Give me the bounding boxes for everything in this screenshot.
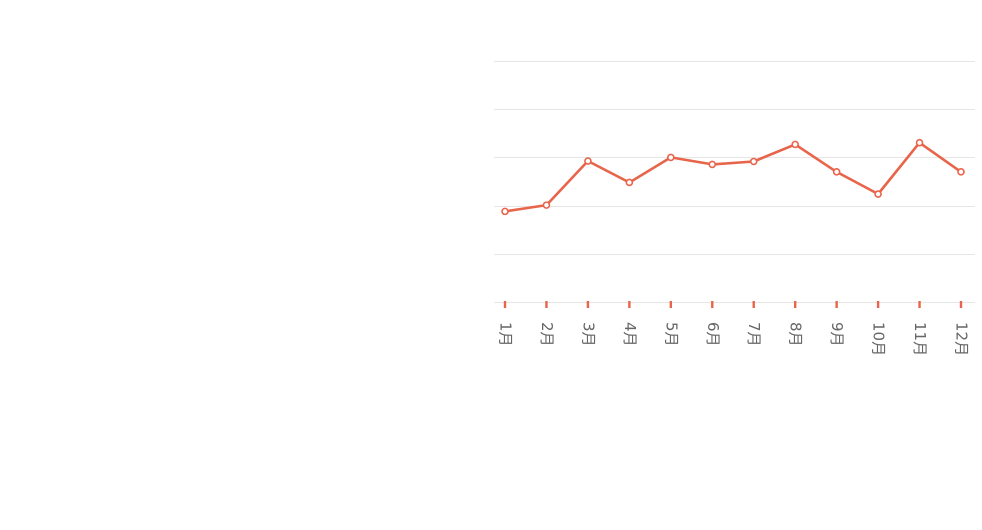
x-tick-label-7: 7月 [745, 322, 763, 347]
x-tick-label-11: 11月 [911, 322, 929, 356]
data-point-11月 [915, 138, 924, 147]
data-point-8月 [791, 140, 799, 149]
data-point-6月 [708, 160, 717, 169]
data-point-12月 [957, 168, 965, 176]
x-tick-label-12: 12月 [953, 322, 971, 356]
x-tick-label-6: 6月 [704, 322, 722, 347]
data-point-3月 [584, 157, 592, 165]
x-tick-label-3: 3月 [579, 322, 597, 347]
data-point-7月 [749, 157, 758, 166]
x-tick-label-1: 1月 [497, 322, 515, 347]
data-point-4月 [625, 178, 634, 187]
data-point-10月 [874, 190, 882, 198]
x-axis-ticks [503, 301, 963, 308]
x-tick-label-5: 5月 [662, 322, 680, 347]
gridlines [494, 61, 975, 303]
data-point-1月 [501, 207, 509, 216]
x-tick-label-4: 4月 [621, 322, 639, 347]
data-point-2月 [542, 201, 551, 209]
x-tick-label-9: 9月 [828, 322, 846, 347]
series-line-1 [503, 141, 963, 213]
x-tick-label-10: 10月 [870, 322, 888, 356]
data-point-9月 [832, 168, 841, 176]
data-point-5月 [667, 153, 675, 162]
x-axis-labels: 1月 2月 3月 4月 5月 6月 7月 8月 9月 10月 11月 12月 [497, 322, 971, 356]
series-layer [501, 138, 965, 216]
x-tick-label-2: 2月 [538, 322, 556, 347]
x-tick-label-8: 8月 [787, 322, 805, 347]
